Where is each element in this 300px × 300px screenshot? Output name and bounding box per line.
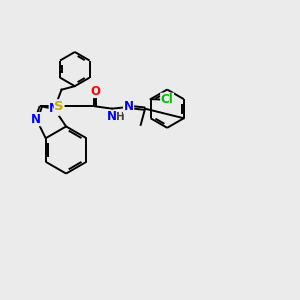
Text: Cl: Cl xyxy=(161,93,173,106)
Text: H: H xyxy=(116,112,125,122)
Text: N: N xyxy=(49,102,59,115)
Text: O: O xyxy=(90,85,100,98)
Text: N: N xyxy=(107,110,117,123)
Text: S: S xyxy=(54,100,64,113)
Text: N: N xyxy=(124,100,134,113)
Text: N: N xyxy=(32,112,41,126)
